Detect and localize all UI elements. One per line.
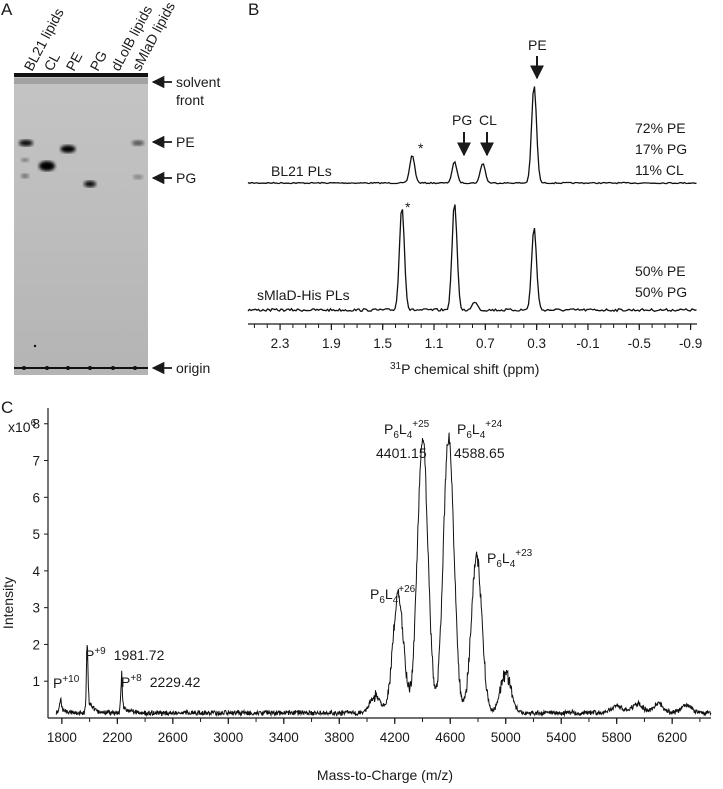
nmr-x-tick-label: -0.1 — [576, 336, 599, 351]
ms-y-tick-label: 1 — [32, 674, 40, 689]
spot-pg — [84, 181, 96, 187]
ms-y-tick-label: 2 — [32, 637, 40, 652]
spot-bl21-pe — [19, 140, 33, 146]
pe-marker-label: PE — [176, 134, 195, 150]
nmr-star-bottom: * — [405, 199, 411, 215]
solvent-front-label-1: solvent — [176, 74, 220, 90]
nmr-x-tick-label: -0.5 — [628, 336, 651, 351]
panel-b-label: B — [248, 0, 259, 19]
nmr-x-tick-label: 2.3 — [271, 336, 290, 351]
nmr-x-tick-label: 1.1 — [425, 336, 444, 351]
ms-annot-p10: P+10 — [53, 674, 80, 691]
ms-y-tick-label: 7 — [32, 454, 40, 469]
nmr-x-tick-label: -0.9 — [679, 336, 702, 351]
ms-annot-value-4588: 4588.65 — [454, 445, 505, 461]
ms-annot-p6l4-23: P6L4+23 — [487, 548, 533, 570]
lane-label-pe: PE — [63, 49, 86, 73]
ms-x-tick-label: 3400 — [269, 730, 299, 745]
ms-y-axis-title: Intensity — [0, 577, 16, 629]
nmr-trace-label-bl21: BL21 PLs — [271, 163, 332, 179]
ms-plot: 1 2 3 4 5 6 7 8 1800 2200 2600 3000 3400 3800 4200 460… — [32, 408, 711, 745]
ms-annot-p9: P+9 1981.72 — [85, 646, 165, 663]
ms-annot-value-4401: 4401.15 — [376, 445, 427, 461]
ms-y-tick-label: 5 — [32, 527, 40, 542]
nmr-x-tick-label: 0.7 — [476, 336, 495, 351]
spot-smlad-pg — [133, 175, 143, 180]
ms-y-tick-label: 3 — [32, 601, 40, 616]
ms-x-tick-label: 4200 — [380, 730, 410, 745]
ms-peak-annotations: P+10 P+9 1981.72 P+8 2229.42 P6L4+26 P6L4+… — [53, 419, 533, 691]
ms-x-tick-label: 6200 — [657, 730, 687, 745]
ms-annot-p8: P+8 2229.42 — [121, 673, 201, 690]
ms-annot-p6l4-26: P6L4+26 — [370, 584, 416, 606]
ms-x-tick-label: 2200 — [102, 730, 132, 745]
spot-pe — [61, 145, 76, 153]
nmr-x-axis-title: 31P chemical shift (ppm) — [390, 361, 539, 377]
nmr-x-ticks: 2.3 1.9 1.5 1.1 0.7 0.3 -0.1 -0.5 -0.9 — [254, 324, 702, 351]
ms-annot-p6l4-25: P6L4+25 — [384, 419, 430, 441]
ms-x-tick-label: 2600 — [158, 730, 188, 745]
spot-bl21-minor — [21, 158, 29, 162]
composition-top-pg: 17% PG — [635, 141, 687, 157]
ms-x-tick-label: 5800 — [602, 730, 632, 745]
spot-bl21-pg — [21, 174, 29, 178]
spot-smlad-pe — [132, 140, 144, 146]
tlc-lane-labels: BL21 lipids CL PE PG dLolB lipids sMlaD … — [21, 0, 179, 73]
solvent-front-label-2: front — [176, 92, 204, 108]
ms-x-axis-title: Mass-to-Charge (m/z) — [317, 767, 453, 783]
nmr-cl-peak-label: CL — [479, 112, 497, 128]
nmr-trace-label-smlad: sMlaD-His PLs — [257, 287, 350, 303]
ms-x-tick-label: 5400 — [546, 730, 576, 745]
composition-bottom-pe: 50% PE — [635, 263, 686, 279]
panel-c-label: C — [1, 398, 13, 417]
nmr-x-tick-label: 0.3 — [527, 336, 546, 351]
composition-bottom-pg: 50% PG — [635, 284, 687, 300]
ms-x-tick-label: 3000 — [213, 730, 243, 745]
pg-marker-label: PG — [176, 170, 196, 186]
ms-x-tick-label: 1800 — [47, 730, 77, 745]
ms-y-tick-label: 6 — [32, 490, 40, 505]
ms-y-tick-label: 4 — [32, 564, 40, 579]
nmr-x-tick-label: 1.5 — [373, 336, 392, 351]
nmr-composition-top: 72% PE 17% PG 11% CL — [635, 120, 687, 178]
nmr-pe-peak-label: PE — [528, 37, 547, 53]
ms-y-ticks: 1 2 3 4 5 6 7 8 — [32, 417, 48, 689]
ms-x-tick-label: 5000 — [491, 730, 521, 745]
nmr-peak-annotations: PE PG CL * * — [405, 37, 547, 215]
tlc-markers: solvent front PE PG origin — [153, 74, 220, 376]
ms-y-tick-label: 8 — [32, 417, 40, 432]
tlc-plate — [14, 73, 148, 375]
composition-top-cl: 11% CL — [635, 162, 684, 178]
solvent-front-band — [14, 78, 148, 84]
nmr-star-top: * — [418, 140, 424, 156]
nmr-composition-bottom: 50% PE 50% PG — [635, 263, 687, 300]
nmr-pg-peak-label: PG — [452, 112, 472, 128]
nmr-x-tick-label: 1.9 — [322, 336, 341, 351]
composition-top-pe: 72% PE — [635, 120, 686, 136]
ms-x-tick-label: 3800 — [324, 730, 354, 745]
origin-label: origin — [176, 360, 210, 376]
ms-x-tick-label: 4600 — [435, 730, 465, 745]
ms-x-ticks: 1800 2200 2600 3000 3400 3800 4200 4600 5000 5400… — [47, 718, 700, 745]
lane-label-pg: PG — [87, 48, 111, 73]
ms-annot-p6l4-24: P6L4+24 — [457, 419, 503, 441]
spot-cl — [39, 161, 55, 171]
panel-a-label: A — [1, 0, 13, 19]
